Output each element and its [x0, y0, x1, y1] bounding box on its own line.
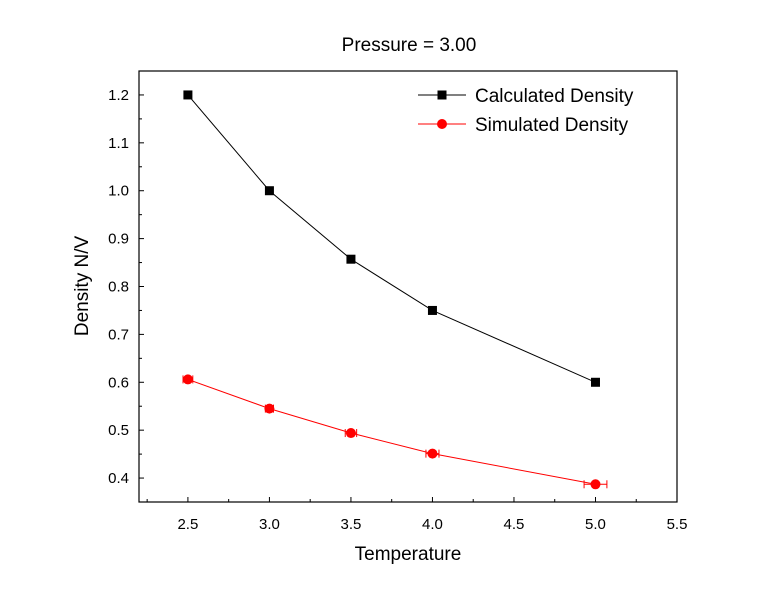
series-calculated-density — [183, 90, 600, 387]
x-tick-label: 3.0 — [259, 516, 280, 533]
legend-label: Calculated Density — [475, 86, 634, 107]
y-axis-title: Density N/V — [72, 236, 93, 337]
legend-marker-circle — [437, 119, 447, 129]
y-tick-label: 0.7 — [108, 326, 129, 343]
series-line — [187, 94, 596, 383]
y-tick-label: 1.2 — [108, 87, 129, 104]
x-tick-label: 4.0 — [422, 516, 443, 533]
y-tick-label: 0.9 — [108, 231, 129, 248]
data-point-circle — [345, 428, 356, 439]
legend: Calculated Density Simulated Density — [418, 86, 634, 136]
x-tick-label: 4.5 — [504, 516, 525, 533]
x-tick-label: 2.5 — [177, 516, 198, 533]
y-tick-label: 0.5 — [108, 422, 129, 439]
y-tick-label: 0.6 — [108, 374, 129, 391]
y-axis: 0.4 0.5 0.6 0.7 0.8 0.9 1.0 1.1 1.2 — [108, 87, 144, 487]
y-tick-label: 1.1 — [108, 135, 129, 152]
x-tick-label: 5.5 — [667, 516, 688, 533]
x-tick-label: 5.0 — [585, 516, 606, 533]
y-tick-label: 0.8 — [108, 279, 129, 296]
series-line — [187, 378, 596, 485]
data-point-square — [183, 90, 193, 100]
y-tick-label: 1.0 — [108, 183, 129, 200]
x-axis: 2.5 3.0 3.5 4.0 4.5 5.0 5.5 — [146, 497, 688, 533]
data-point-circle — [590, 479, 601, 490]
series-simulated-density — [182, 374, 608, 490]
legend-marker-square — [437, 90, 447, 100]
y-tick-label: 0.4 — [108, 470, 129, 487]
legend-label: Simulated Density — [475, 115, 629, 136]
x-tick-label: 3.5 — [341, 516, 362, 533]
data-point-square — [590, 377, 600, 387]
x-axis-title: Temperature — [355, 544, 462, 565]
data-point-circle — [264, 403, 275, 414]
chart-title: Pressure = 3.00 — [342, 35, 477, 56]
series-layer — [182, 90, 608, 490]
data-point-circle — [182, 374, 193, 385]
data-point-square — [346, 254, 356, 264]
data-point-square — [427, 305, 437, 315]
data-point-circle — [427, 448, 438, 459]
data-point-square — [264, 186, 274, 196]
